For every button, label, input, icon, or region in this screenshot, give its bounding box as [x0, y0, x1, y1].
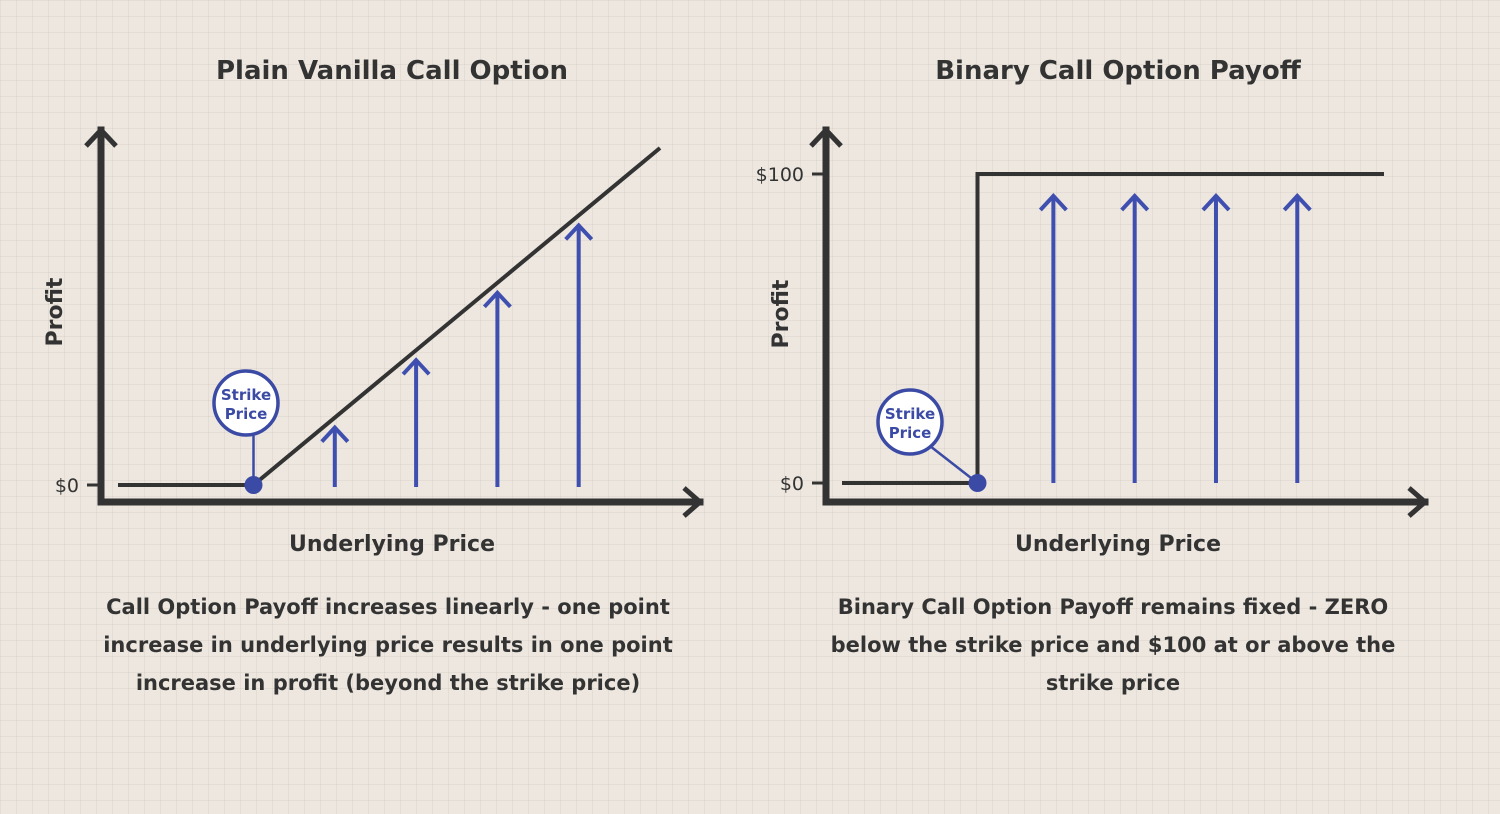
strike-callout-line	[929, 445, 979, 484]
strike-point	[968, 474, 987, 492]
chart-title: Plain Vanilla Call Option	[216, 56, 568, 86]
caption-line: increase in profit (beyond the strike pr…	[135, 671, 641, 695]
y-tick-label: $0	[780, 473, 804, 495]
caption-line: Call Option Payoff increases linearly - …	[106, 595, 670, 619]
strike-label: Price	[889, 424, 932, 442]
y-axis-arrowhead	[84, 126, 118, 148]
x-axis-arrowhead	[1407, 486, 1429, 518]
strike-point	[244, 476, 263, 494]
payoff-arrow-head	[401, 357, 431, 376]
payoff-charts: Plain Vanilla Call Option Underlying Pric…	[43, 56, 1429, 557]
caption-line: Binary Call Option Payoff remains fixed …	[837, 595, 1389, 619]
strike-label: Price	[225, 405, 268, 423]
payoff-arrow-head	[1201, 193, 1231, 212]
payoff-arrow-head	[1038, 193, 1068, 212]
x-axis-label: Underlying Price	[1015, 532, 1221, 557]
caption-line: increase in underlying price results in …	[103, 633, 673, 657]
caption-line: strike price	[1045, 671, 1181, 695]
payoff-arrow-head	[1282, 193, 1312, 212]
strike-bubble	[876, 388, 944, 456]
vanilla-call-chart: Plain Vanilla Call Option Underlying Pric…	[43, 56, 704, 557]
chart-title: Binary Call Option Payoff	[935, 56, 1302, 86]
vanilla-call-caption: Call Option Payoff increases linearly - …	[88, 588, 688, 702]
strike-bubble	[212, 369, 280, 437]
strike-label: Strike	[885, 405, 935, 423]
payoff-line	[842, 172, 1384, 485]
payoff-arrow-head	[320, 424, 350, 443]
y-axis-label: Profit	[43, 277, 68, 346]
binary-call-caption: Binary Call Option Payoff remains fixed …	[813, 588, 1413, 702]
y-axis-label: Profit	[769, 279, 794, 348]
strike-label: Strike	[221, 386, 271, 404]
y-tick-label: $100	[756, 164, 804, 186]
x-axis-arrowhead	[682, 486, 704, 518]
payoff-arrow-head	[564, 222, 594, 241]
payoff-arrow-head	[482, 289, 512, 309]
x-axis-label: Underlying Price	[289, 532, 495, 557]
binary-call-chart: Binary Call Option Payoff Underlying Pric…	[756, 56, 1429, 557]
caption-line: below the strike price and $100 at or ab…	[830, 633, 1396, 657]
payoff-arrow-head	[1120, 193, 1150, 212]
y-axis-arrowhead	[809, 126, 843, 148]
y-tick-label: $0	[55, 475, 79, 497]
